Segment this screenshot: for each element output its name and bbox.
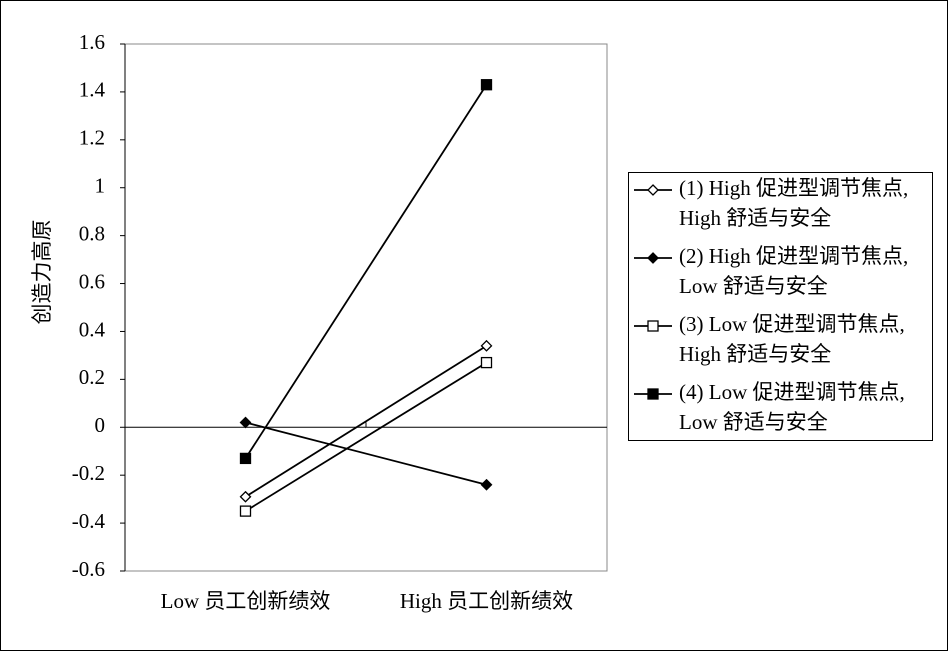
point (480, 478, 493, 491)
legend-label: (3) Low 促进型调节焦点, (679, 312, 905, 336)
legend-label: High 舒适与安全 (679, 342, 831, 366)
legend-marker (647, 388, 659, 400)
x-tick-label: Low 员工创新绩效 (161, 589, 331, 613)
legend-marker (647, 184, 659, 196)
y-tick-label: -0.2 (72, 461, 105, 485)
y-tick-label: 0.4 (79, 317, 106, 341)
legend-label: (2) High 促进型调节焦点, (679, 244, 908, 268)
y-tick-label: -0.6 (72, 557, 105, 581)
x-tick-label: High 员工创新绩效 (400, 589, 573, 613)
y-tick-label: 1.4 (79, 78, 106, 102)
point (239, 452, 252, 465)
y-axis-label: 创造力高原 (30, 220, 54, 325)
point (480, 356, 493, 369)
legend-marker (647, 252, 659, 264)
point (239, 490, 252, 503)
point (480, 79, 493, 91)
y-tick-label: 0.2 (79, 365, 105, 389)
legend-label: High 舒适与安全 (679, 206, 831, 230)
series-line (244, 84, 488, 459)
y-tick-label: 0.8 (79, 221, 105, 245)
series-line (245, 345, 487, 498)
legend (628, 172, 933, 441)
y-tick-label: 1 (95, 174, 106, 198)
series-line (245, 421, 487, 486)
y-tick-label: 1.2 (79, 126, 105, 150)
point (480, 339, 493, 352)
y-tick-label: 0 (95, 413, 106, 437)
legend-label: (1) High 促进型调节焦点, (679, 176, 908, 200)
legend-label: (4) Low 促进型调节焦点, (679, 380, 905, 404)
legend-marker (647, 320, 659, 332)
y-tick-label: 0.6 (79, 269, 105, 293)
y-tick-label: 1.6 (79, 30, 105, 54)
point (239, 505, 252, 517)
y-tick-label: -0.4 (72, 509, 106, 533)
legend-label: Low 舒适与安全 (679, 274, 828, 298)
legend-label: Low 舒适与安全 (679, 410, 828, 434)
point (239, 416, 252, 429)
series-line (245, 361, 487, 512)
